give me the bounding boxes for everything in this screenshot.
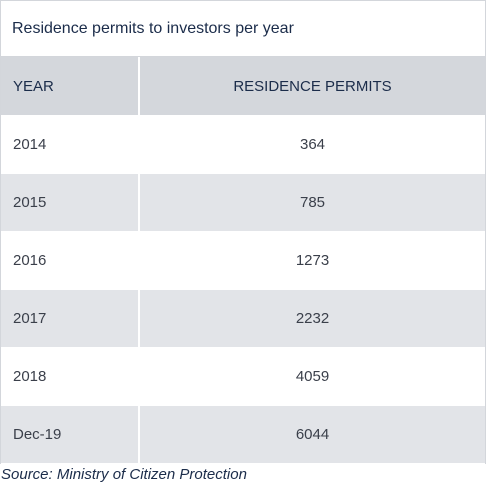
year-cell: 2017 — [1, 289, 140, 348]
table-row: 2018 4059 — [1, 347, 485, 406]
table-frame: Residence permits to investors per year … — [0, 0, 486, 464]
permits-cell: 364 — [139, 115, 485, 174]
permits-table: YEAR RESIDENCE PERMITS 2014 364 2015 785… — [1, 57, 485, 464]
permits-cell: 4059 — [139, 347, 485, 406]
table-row: Dec-19 6044 — [1, 405, 485, 464]
source-note: Source: Ministry of Citizen Protection — [1, 466, 247, 483]
year-cell: Dec-19 — [1, 405, 140, 464]
table-row: 2014 364 — [1, 115, 485, 174]
permits-cell: 785 — [139, 173, 485, 232]
table-row: 2015 785 — [1, 173, 485, 232]
permits-cell: 6044 — [139, 405, 485, 464]
year-cell: 2016 — [1, 231, 140, 290]
header-row: YEAR RESIDENCE PERMITS — [1, 57, 485, 116]
column-header-permits: RESIDENCE PERMITS — [139, 57, 485, 116]
table-row: 2016 1273 — [1, 231, 485, 290]
year-cell: 2018 — [1, 347, 140, 406]
column-header-year: YEAR — [1, 57, 140, 116]
permits-cell: 1273 — [139, 231, 485, 290]
year-cell: 2014 — [1, 115, 140, 174]
table-title: Residence permits to investors per year — [1, 1, 485, 57]
year-cell: 2015 — [1, 173, 140, 232]
permits-cell: 2232 — [139, 289, 485, 348]
table-row: 2017 2232 — [1, 289, 485, 348]
